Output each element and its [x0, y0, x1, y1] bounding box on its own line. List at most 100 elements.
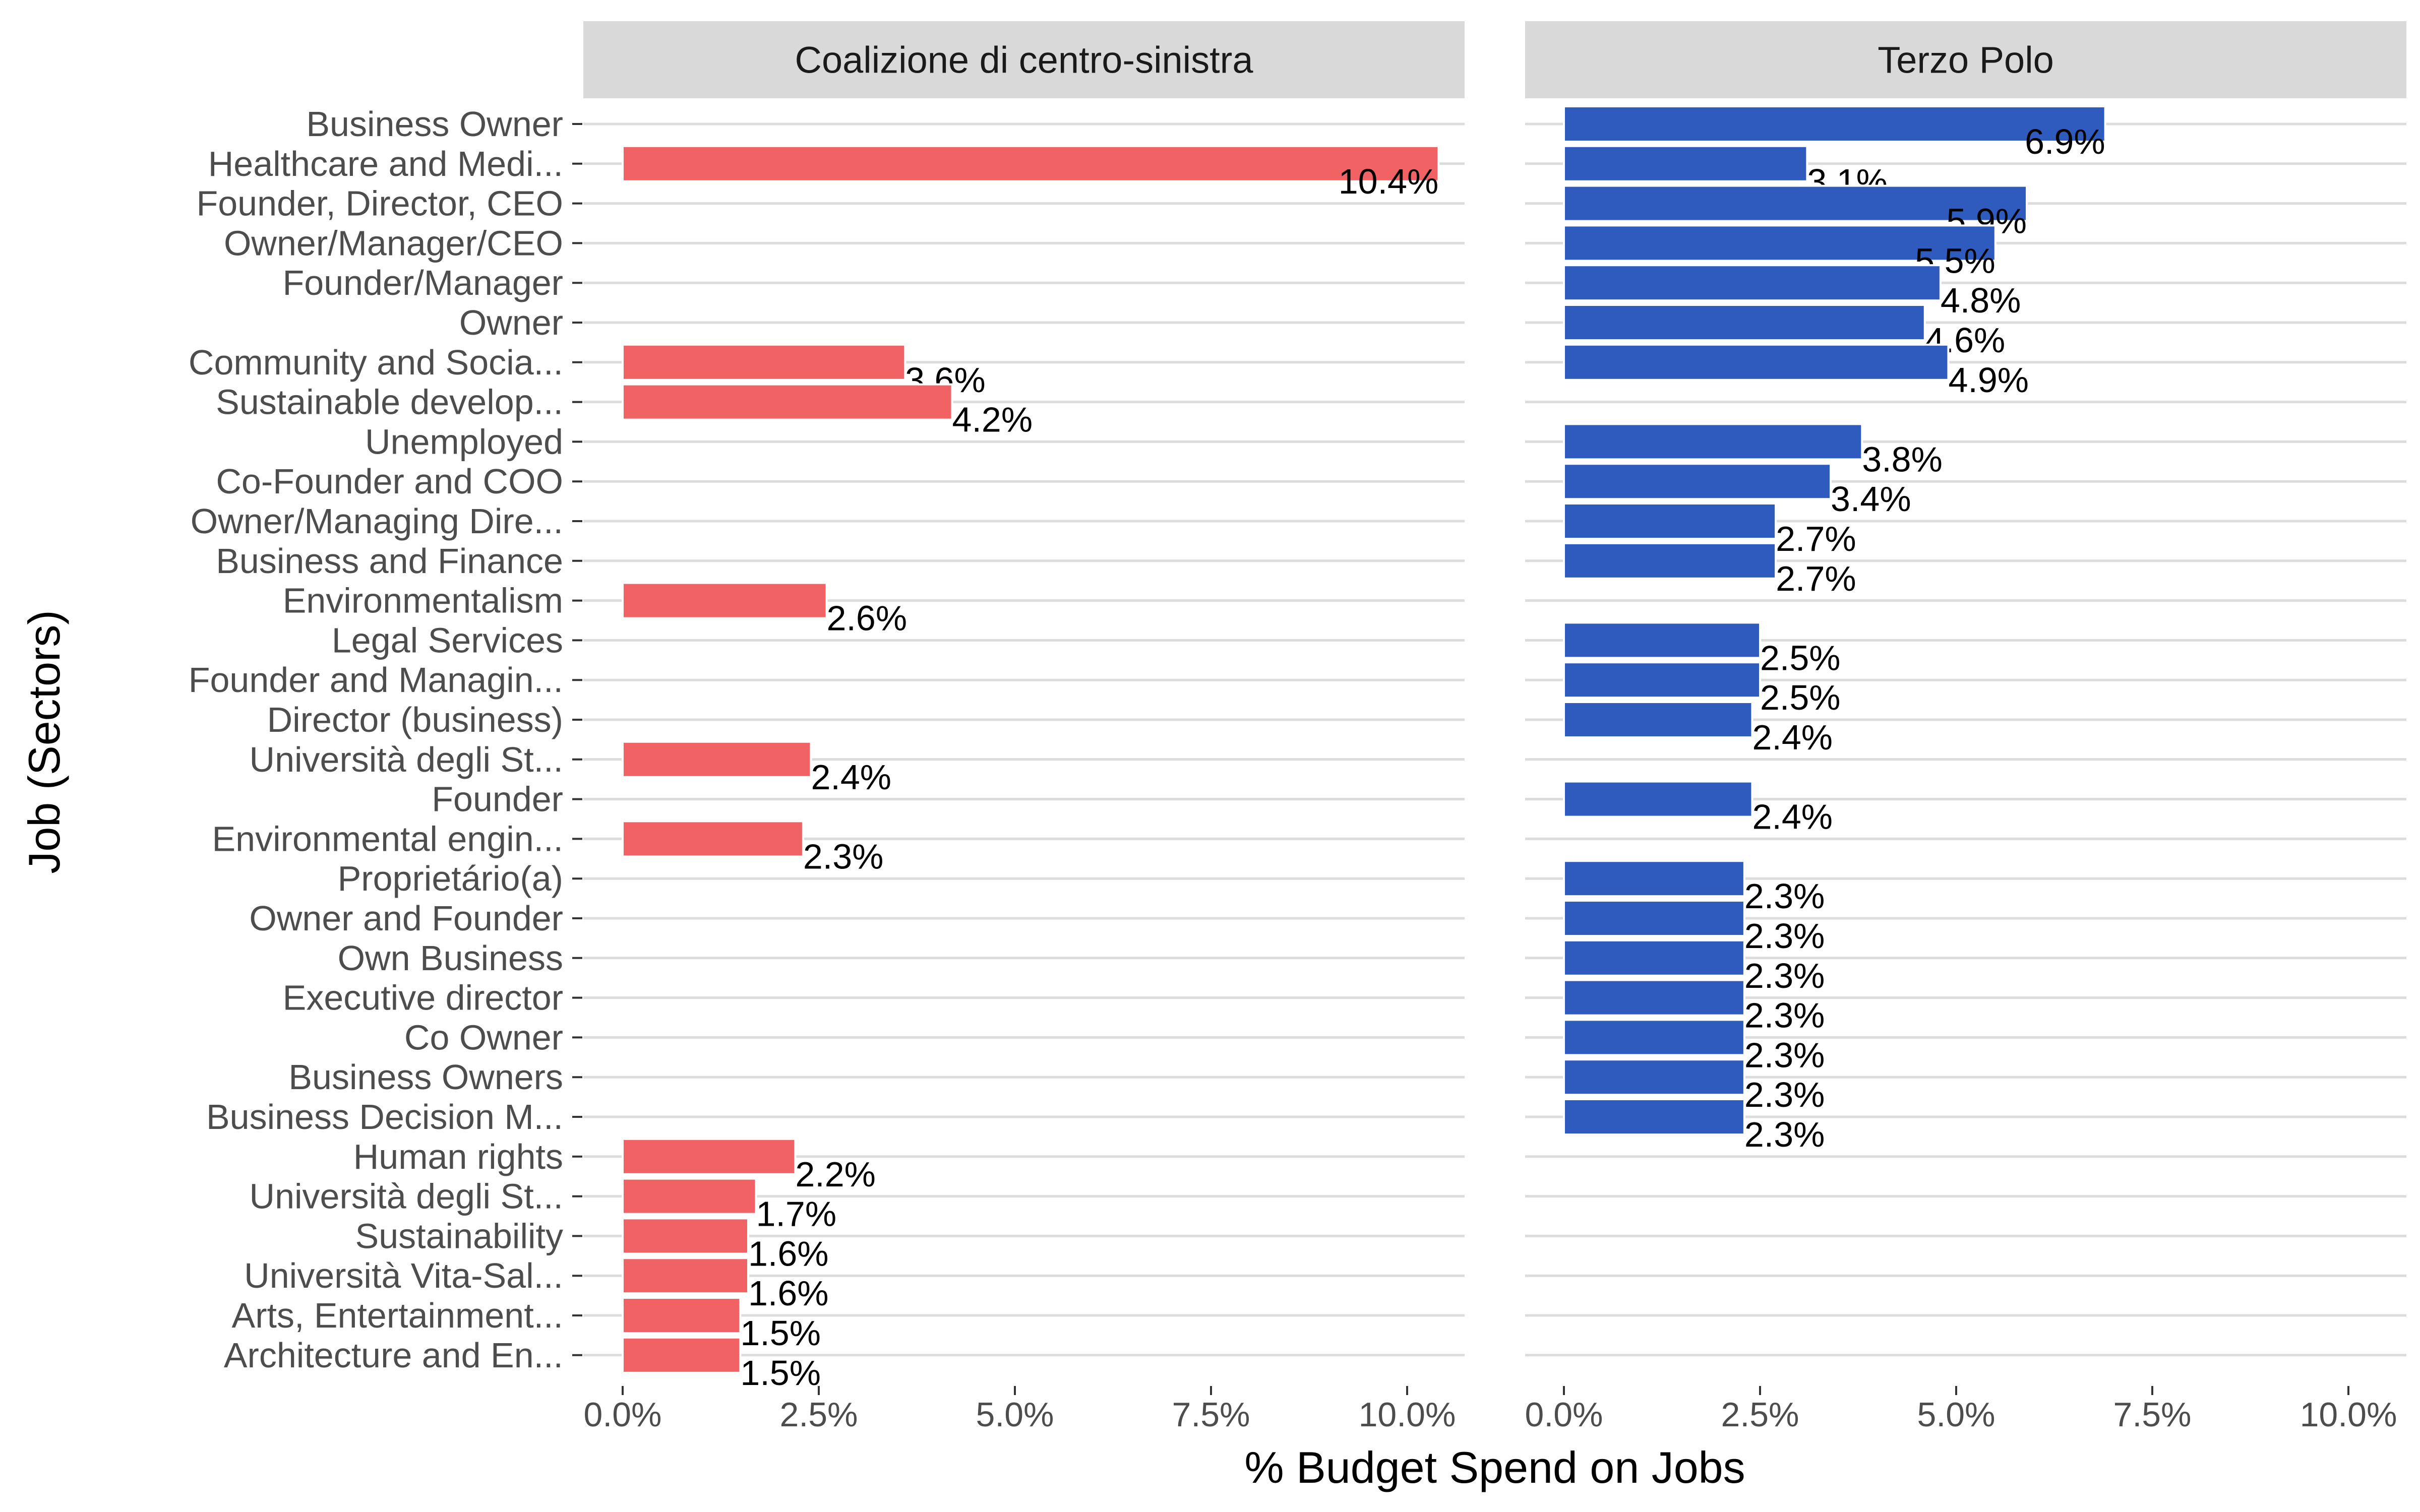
bar-value-label: 2.3% [1744, 916, 1825, 956]
panel-strip-label: Coalizione di centro-sinistra [795, 39, 1254, 81]
x-tick-label: 0.0% [1525, 1396, 1603, 1434]
y-tick-label: Founder and Managin... [189, 660, 563, 700]
x-tick-label: 7.5% [2113, 1396, 2192, 1434]
y-tick-label: Università Vita-Sal... [244, 1256, 563, 1295]
bar-value-label: 2.3% [1744, 1035, 1825, 1075]
y-tick-label: Founder/Manager [283, 263, 563, 302]
bar [622, 582, 828, 619]
panel-strip-label: Terzo Polo [1878, 39, 2054, 81]
bar [1563, 502, 1777, 540]
bar [1563, 184, 2028, 222]
bar [622, 1297, 742, 1334]
bar-value-label: 6.9% [2025, 122, 2105, 161]
bar [622, 145, 1440, 182]
bar-value-label: 2.3% [1744, 996, 1825, 1035]
bar-value-label: 4.8% [1941, 281, 2021, 320]
bar-value-label: 10.4% [1339, 162, 1438, 201]
y-tick-label: Founder [432, 780, 563, 819]
y-tick-label: Università degli St... [250, 1177, 563, 1216]
y-tick-label: Sustainable develop... [216, 383, 563, 422]
y-tick-label: Owner [459, 303, 563, 342]
bar-value-label: 1.7% [756, 1194, 837, 1234]
bar-value-label: 4.2% [952, 400, 1033, 439]
x-tick-label: 0.0% [584, 1396, 662, 1434]
x-tick-label: 7.5% [1172, 1396, 1250, 1434]
x-tick-label: 2.5% [780, 1396, 858, 1434]
bar [622, 740, 812, 778]
panel-0: Coalizione di centro-sinistra 0.0% 2.5% 5.0… [583, 21, 1465, 1434]
bar [622, 383, 953, 421]
bar-value-label: 2.3% [1744, 1075, 1825, 1114]
bar [622, 1138, 797, 1175]
bar-value-label: 2.5% [1760, 638, 1841, 677]
bar [1563, 780, 1753, 818]
y-tick-label: Architecture and En... [224, 1336, 563, 1375]
bar [622, 1177, 757, 1215]
x-tick-label: 10.0% [2300, 1396, 2397, 1434]
bar [1563, 145, 1808, 182]
y-tick-label: Owner/Manager/CEO [224, 223, 563, 263]
bar-value-label: 2.7% [1776, 559, 1856, 598]
bar-value-label: 2.3% [1744, 876, 1825, 916]
bar-value-label: 2.7% [1776, 519, 1856, 558]
bar [1563, 1058, 1745, 1096]
bar-value-label: 4.9% [1948, 360, 2029, 400]
bar [1563, 463, 1832, 500]
bar [1563, 343, 1950, 381]
bar [1563, 1019, 1745, 1056]
y-tick-label: Proprietário(a) [338, 859, 563, 898]
y-tick-label: Environmentalism [283, 581, 563, 620]
x-tick-label: 5.0% [976, 1396, 1054, 1434]
y-tick-label: Environmental engin... [212, 819, 563, 858]
bar [1563, 224, 1996, 262]
bar [1563, 423, 1863, 461]
bar-value-label: 2.4% [1752, 797, 1833, 837]
bar [1563, 1098, 1745, 1136]
bar [622, 1217, 749, 1255]
y-tick-label: Sustainability [355, 1216, 563, 1255]
bar-value-label: 2.6% [827, 599, 908, 638]
bar-value-label: 2.2% [795, 1155, 876, 1194]
y-tick-label: Own Business [338, 938, 563, 978]
bar-value-label: 1.6% [748, 1234, 829, 1273]
y-tick-label: Business Decision M... [206, 1097, 563, 1137]
y-tick-label: Arts, Entertainment... [232, 1296, 563, 1335]
bar [1563, 900, 1745, 937]
bar [1563, 661, 1761, 699]
chart-panels: Coalizione di centro-sinistra 0.0% 2.5% 5.0… [583, 21, 2406, 1434]
y-tick-label: Owner and Founder [249, 899, 563, 938]
bar-value-label: 2.3% [1744, 1115, 1825, 1154]
bar [622, 1336, 742, 1374]
y-tick-label: Community and Socia... [189, 343, 563, 382]
y-tick-label: Co Owner [404, 1018, 563, 1057]
y-tick-label: Owner/Managing Dire... [191, 501, 563, 541]
x-tick-label: 5.0% [1917, 1396, 1995, 1434]
y-tick-label: Founder, Director, CEO [196, 184, 563, 223]
y-tick-label: Human rights [353, 1137, 563, 1176]
bar [622, 343, 906, 381]
bar-value-label: 2.5% [1760, 678, 1841, 717]
bar [622, 1257, 749, 1295]
y-tick-label: Healthcare and Medi... [208, 144, 563, 183]
bar [622, 820, 804, 858]
bar-value-label: 2.4% [1752, 718, 1833, 757]
y-tick-label: Co-Founder and COO [216, 462, 563, 501]
bar-value-label: 2.4% [811, 758, 891, 797]
panel-strip [583, 21, 1465, 98]
y-tick-label: Unemployed [365, 422, 563, 461]
x-tick-label: 10.0% [1359, 1396, 1456, 1434]
bar-value-label: 3.8% [1862, 439, 1943, 479]
y-tick-label: Business Owner [306, 104, 563, 144]
bar [1563, 860, 1745, 898]
y-tick-label: Business and Finance [216, 541, 563, 581]
y-tick-label: Director (business) [267, 700, 563, 739]
bar [1563, 939, 1745, 977]
y-tick-label: Business Owners [288, 1057, 563, 1097]
bar-value-label: 2.3% [1744, 956, 1825, 995]
bar [1563, 264, 1942, 302]
y-tick-label: Università degli St... [250, 740, 563, 779]
y-axis-title: Job (Sectors) [19, 610, 69, 873]
